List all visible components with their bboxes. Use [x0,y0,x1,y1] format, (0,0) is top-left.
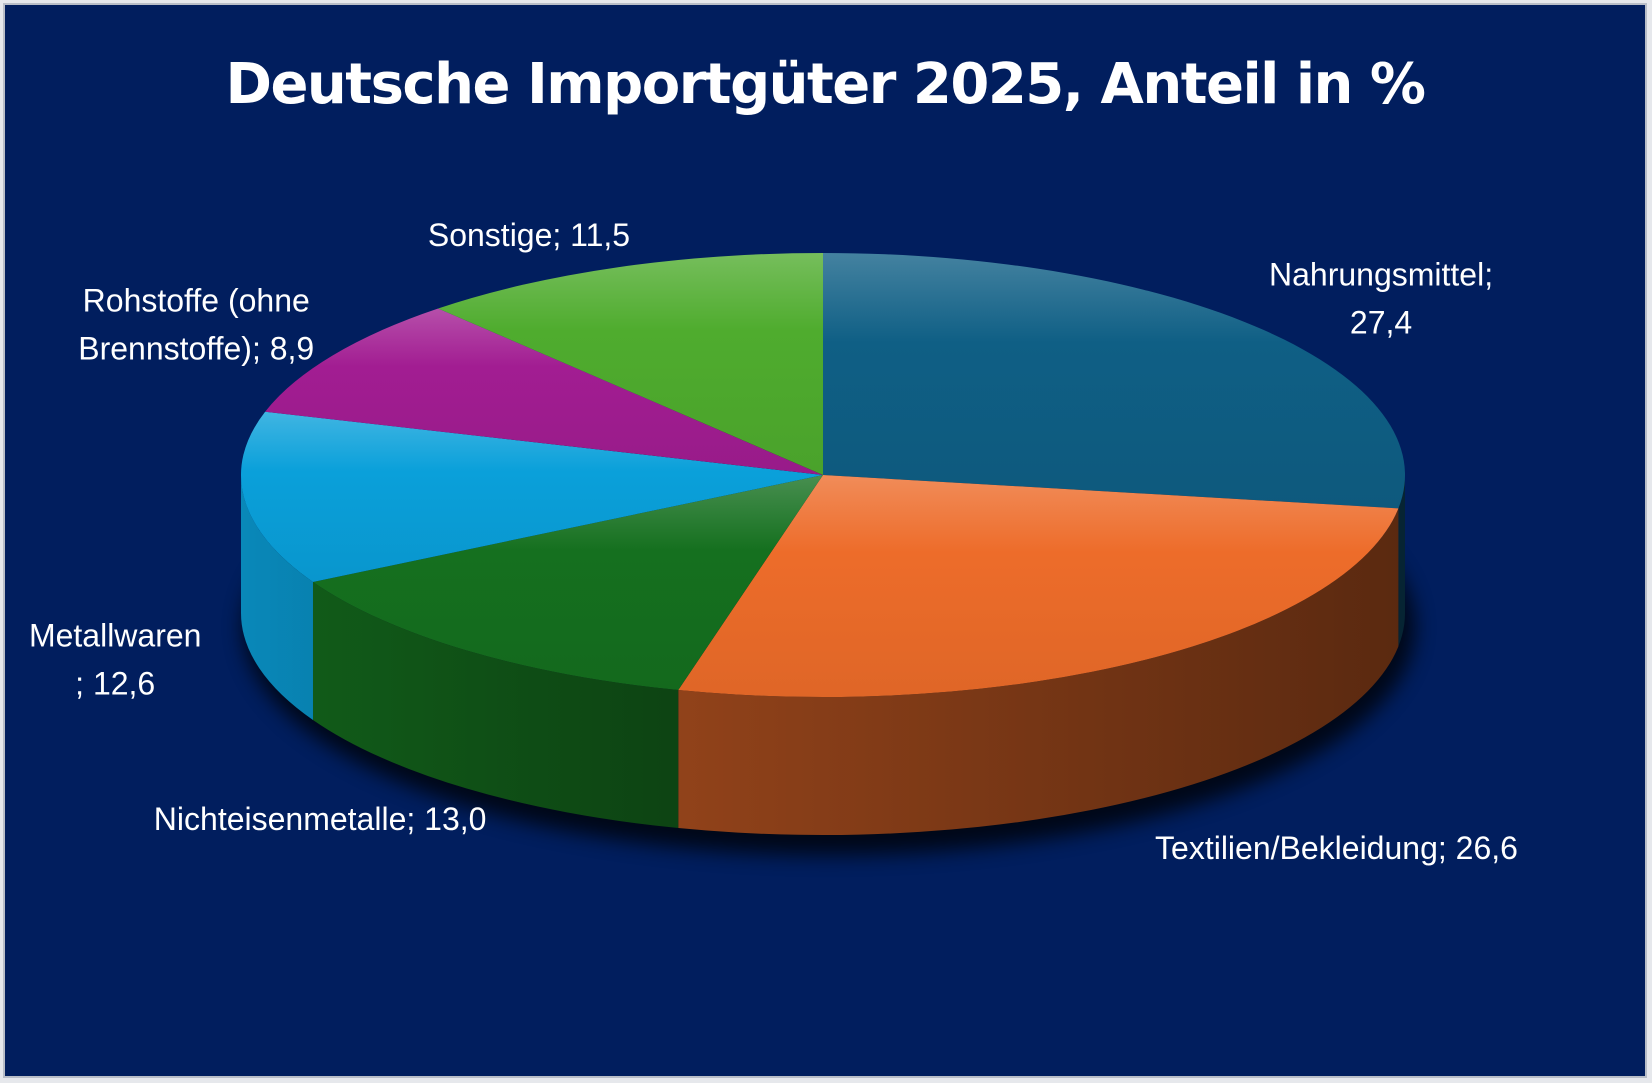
data-label-line: Brennstoffe); 8,9 [78,331,314,367]
data-label-textilien-bekleidung: Textilien/Bekleidung; 26,6 [1155,830,1518,866]
data-label-metallwaren: Metallwaren ; 12,6 [29,618,202,702]
data-label-line: Rohstoffe (ohne [83,283,310,319]
data-label-line: Textilien/Bekleidung; 26,6 [1155,830,1518,866]
pie-side-nichteisenmetalle [312,581,679,829]
pie-slice-rohstoffe-ohne-brennstoffe [265,308,823,475]
data-label-line: Nichteisenmetalle; 13,0 [154,801,487,837]
data-label-sonstige: Sonstige; 11,5 [428,217,630,253]
data-label-line: ; 12,6 [75,666,155,702]
pie-slice-nichteisenmetalle [312,475,823,691]
data-label-line: 27,4 [1350,305,1412,341]
data-label-line: Metallwaren [29,618,202,654]
chart-frame: Deutsche Importgüter 2025, Anteil in % N… [3,3,1647,1078]
pie-slice-sonstige [438,253,823,475]
pie-slice-nahrungsmittel [823,253,1405,509]
pie-side-metallwaren [241,475,313,720]
pie-slice-metallwaren [240,411,823,582]
data-label-nahrungsmittel: Nahrungsmittel; 27,4 [1269,257,1493,341]
pie-side-textilien-bekleidung [678,508,1399,835]
data-label-line: Nahrungsmittel; [1269,257,1493,293]
data-label-rohstoffe-ohne-brennstoffe: Rohstoffe (ohne Brennstoffe); 8,9 [78,283,314,367]
pie-slice-textilien-bekleidung [678,475,1399,697]
pie-chart: Deutsche Importgüter 2025, Anteil in % N… [5,5,1645,1076]
data-label-nichteisenmetalle: Nichteisenmetalle; 13,0 [154,801,487,837]
chart-title: Deutsche Importgüter 2025, Anteil in % [225,52,1424,117]
pie-side-nahrungsmittel [1398,475,1405,647]
data-label-line: Sonstige; 11,5 [428,217,630,253]
